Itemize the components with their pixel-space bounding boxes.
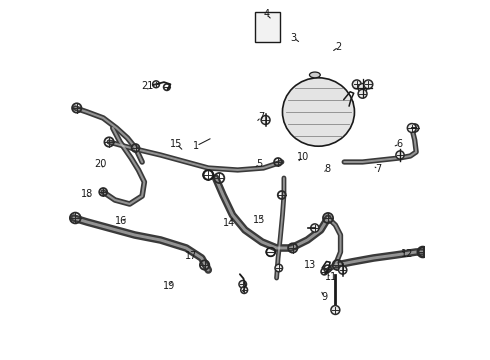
Text: 7: 7 (258, 112, 264, 122)
Ellipse shape (275, 264, 283, 272)
Bar (254, 12, 279, 42)
Ellipse shape (152, 81, 159, 88)
Text: 20: 20 (94, 159, 106, 169)
Text: 8: 8 (325, 164, 331, 174)
Ellipse shape (358, 89, 367, 98)
Text: 15: 15 (253, 215, 266, 225)
Text: 4: 4 (264, 9, 270, 19)
Ellipse shape (407, 123, 416, 132)
Text: 21: 21 (141, 81, 153, 91)
Ellipse shape (358, 84, 367, 93)
Text: 14: 14 (222, 218, 235, 228)
Ellipse shape (264, 17, 270, 23)
Text: 5: 5 (256, 159, 263, 169)
Text: 2: 2 (336, 42, 342, 52)
Ellipse shape (364, 80, 373, 89)
Ellipse shape (396, 151, 404, 159)
Text: 12: 12 (401, 249, 413, 259)
Ellipse shape (239, 280, 246, 288)
Ellipse shape (311, 224, 319, 232)
Text: 3: 3 (291, 33, 296, 43)
Ellipse shape (264, 31, 270, 37)
Ellipse shape (331, 306, 340, 314)
Text: 15: 15 (171, 139, 183, 149)
Text: 11: 11 (325, 272, 338, 282)
Ellipse shape (352, 80, 361, 89)
Ellipse shape (261, 116, 270, 125)
Text: 7: 7 (375, 164, 381, 174)
Ellipse shape (241, 287, 247, 293)
Text: 9: 9 (321, 292, 327, 302)
Text: 13: 13 (304, 260, 316, 270)
Text: 10: 10 (296, 152, 309, 162)
Text: 1: 1 (194, 141, 199, 151)
Text: 19: 19 (163, 281, 175, 291)
Text: 17: 17 (185, 251, 197, 261)
Ellipse shape (339, 266, 347, 274)
Text: 16: 16 (115, 216, 127, 226)
Ellipse shape (310, 72, 320, 78)
Text: 6: 6 (397, 139, 403, 149)
Ellipse shape (282, 78, 354, 146)
Text: 18: 18 (80, 189, 93, 199)
